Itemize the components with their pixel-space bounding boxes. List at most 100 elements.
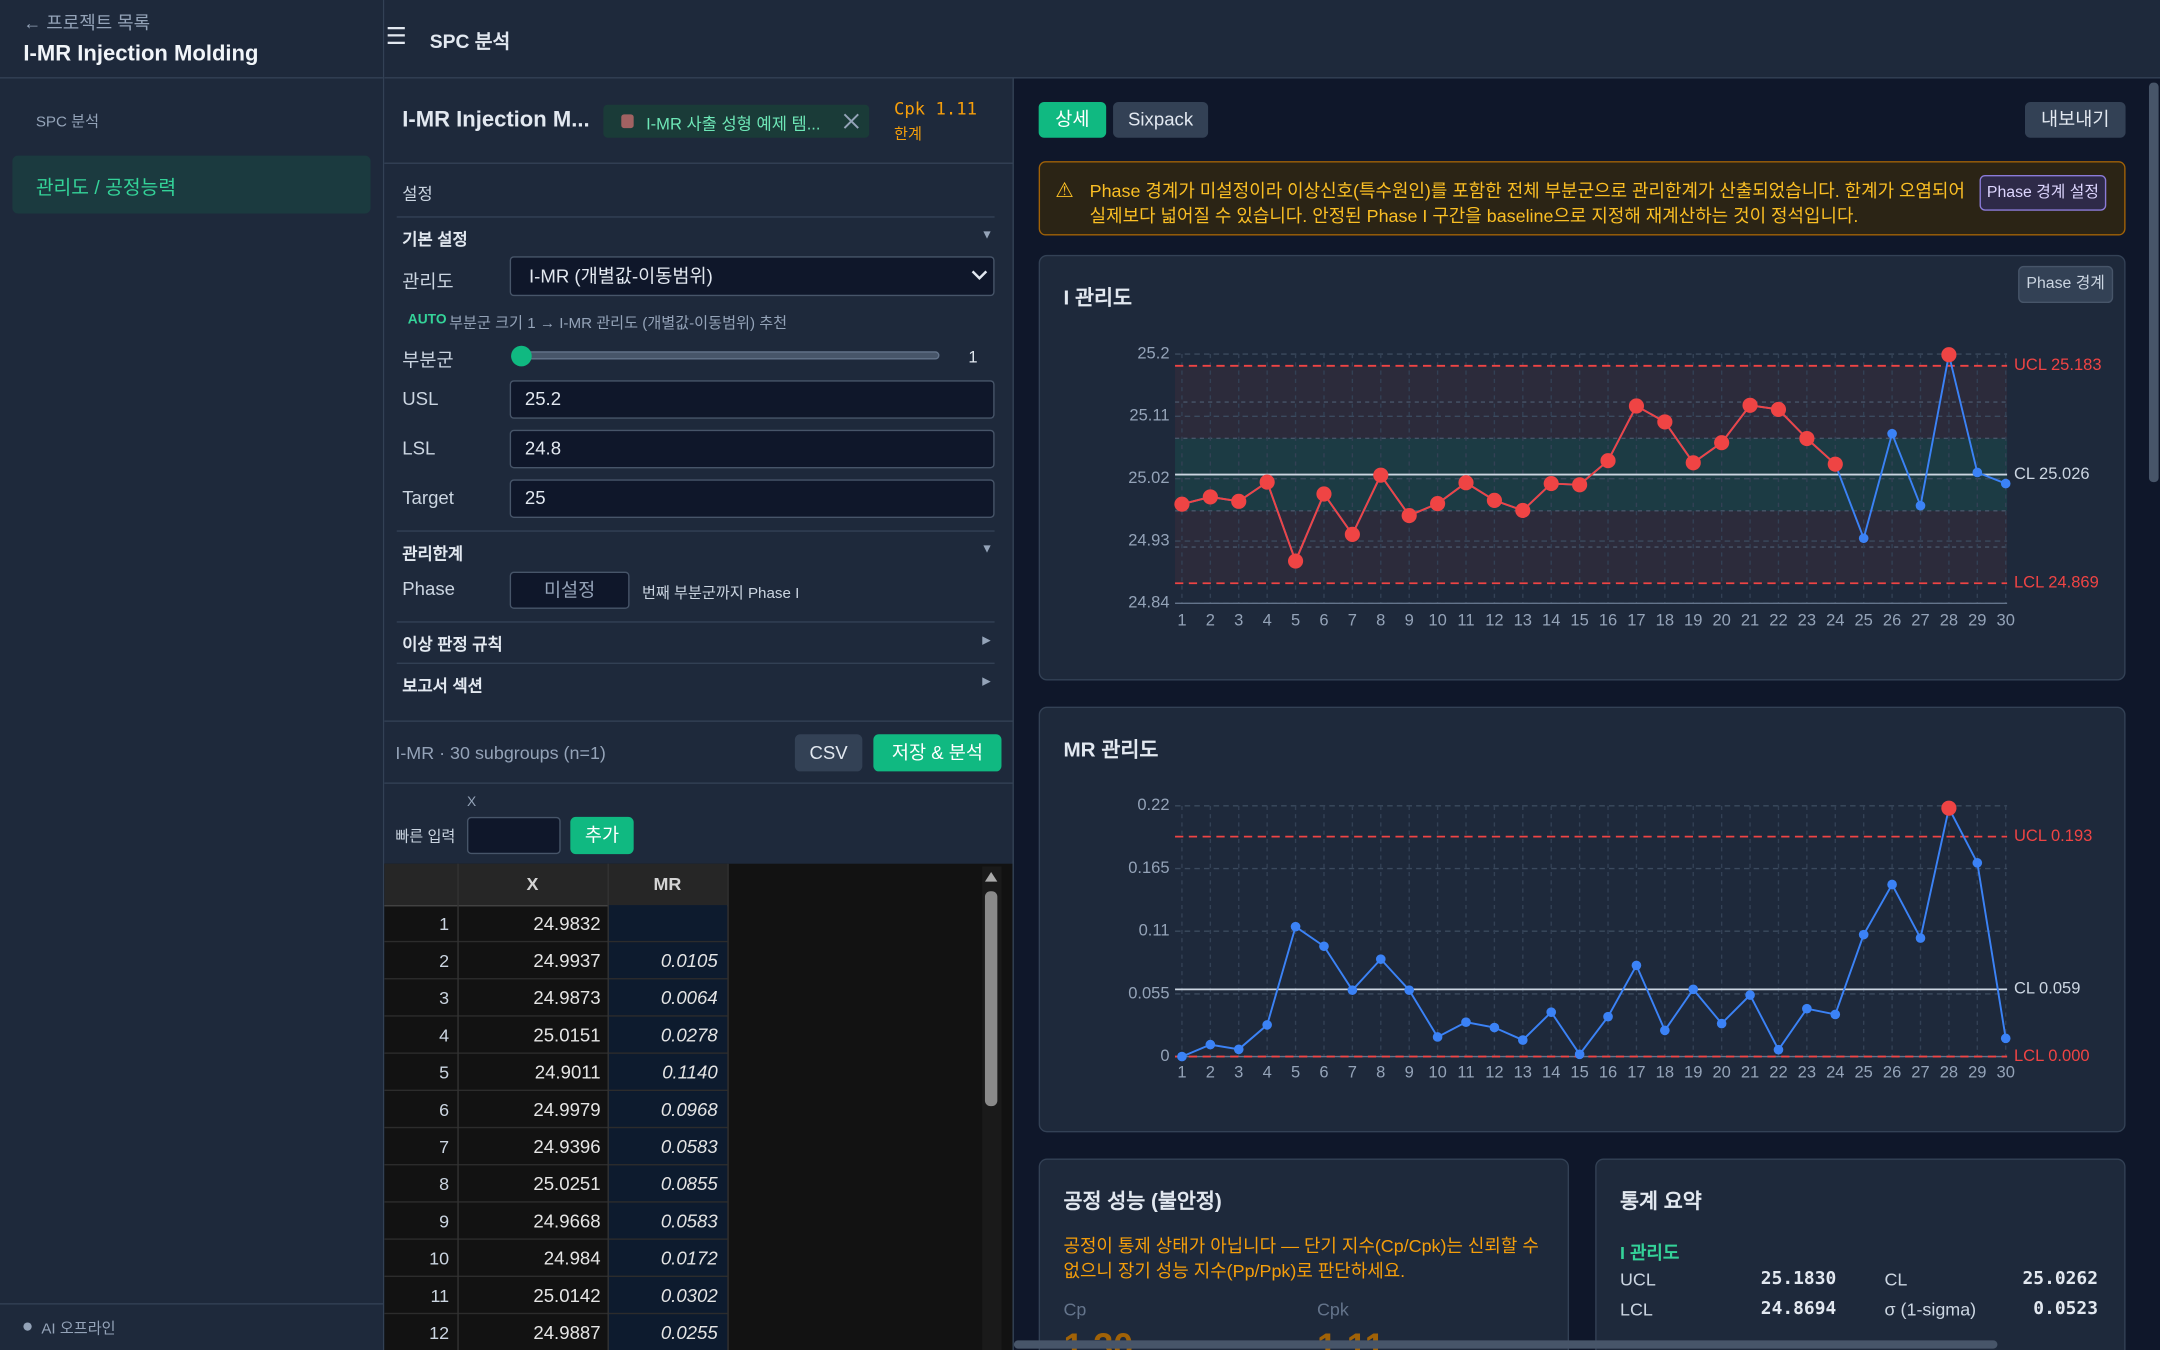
- x-cell: 24.9937: [533, 950, 601, 972]
- metric-label: Cp: [1063, 1299, 1087, 1320]
- x-cell: 25.0251: [533, 1173, 601, 1195]
- row-index: 7: [439, 1136, 450, 1158]
- col-line: [727, 863, 729, 1350]
- field-label: USL: [402, 388, 439, 410]
- nav-item[interactable]: 관리도 / 공정능력: [35, 176, 177, 199]
- back-link[interactable]: ← 프로젝트 목록: [23, 12, 151, 34]
- page-title: SPC 분석: [429, 30, 511, 53]
- mr-cell: 0.0302: [660, 1285, 718, 1306]
- chart-title: MR 관리도: [1063, 738, 1159, 762]
- x-cell: 24.9668: [533, 1210, 601, 1232]
- usl-input[interactable]: 25.2: [509, 380, 995, 419]
- caret: ▶: [982, 633, 991, 647]
- card-title: 통계 요약: [1619, 1190, 1702, 1214]
- quick-input[interactable]: [466, 816, 561, 855]
- stat-value: 24.8694: [1760, 1299, 1837, 1320]
- phase-boundary-button[interactable]: Phase 경계: [2018, 265, 2114, 304]
- x-cell: 24.9873: [533, 987, 601, 1009]
- row-index: 6: [439, 1099, 450, 1120]
- row-index: 8: [439, 1173, 450, 1195]
- stat-label: σ (1-sigma): [1884, 1299, 1977, 1320]
- divider: [396, 621, 995, 623]
- row-index: 2: [439, 950, 450, 972]
- x-cell: 24.9979: [533, 1099, 601, 1120]
- section-heading[interactable]: 관리한계: [402, 544, 464, 564]
- row-line: [384, 1052, 728, 1054]
- mr-cell: 0.0064: [660, 987, 718, 1009]
- row-line: [384, 1275, 728, 1277]
- row-index: 10: [429, 1248, 450, 1269]
- csv-button[interactable]: CSV: [794, 734, 863, 772]
- phase-input[interactable]: 미설정: [509, 571, 630, 609]
- mr-cell: 0.0172: [660, 1248, 718, 1269]
- export-button[interactable]: 내보내기: [2024, 101, 2126, 138]
- field-label: Phase: [402, 578, 455, 600]
- chart-select[interactable]: I-MR (개별값-이동범위): [509, 256, 995, 297]
- col-line: [457, 863, 459, 1350]
- warning-text: Phase 경계가 미설정이라 이상신호(특수원인)를 포함한 전체 부분군으로…: [1089, 180, 1965, 202]
- caret: ▶: [982, 675, 991, 688]
- field-caption: X: [466, 794, 477, 810]
- scroll-thumb[interactable]: [2148, 82, 2159, 483]
- row-line: [384, 978, 728, 980]
- row-index: 3: [439, 987, 450, 1009]
- chart-title: I 관리도: [1063, 286, 1133, 310]
- scroll-thumb[interactable]: [984, 891, 998, 1107]
- x-cell: 24.9832: [533, 913, 601, 934]
- caret: ▼: [980, 541, 994, 556]
- stats-card: [1595, 1158, 2126, 1350]
- nav-active-bg: [12, 155, 371, 214]
- quick-label: 빠른 입력: [395, 829, 456, 846]
- panel-title: I-MR Injection M...: [402, 108, 590, 133]
- section-heading[interactable]: 이상 판정 규칙: [402, 635, 503, 655]
- stat-label: UCL: [1619, 1268, 1656, 1290]
- warning-icon: ⚠: [1055, 179, 1074, 203]
- performance-note: 없으니 장기 성능 지수(Pp/Ppk)로 판단하세요.: [1063, 1260, 1406, 1282]
- caret: ▼: [980, 227, 994, 242]
- divider: [0, 1303, 383, 1305]
- row-index: 9: [439, 1210, 450, 1232]
- chip-close[interactable]: [843, 113, 860, 130]
- target-input[interactable]: 25: [509, 479, 995, 518]
- row-line: [384, 1238, 728, 1240]
- slider-knob[interactable]: [511, 345, 532, 367]
- add-button[interactable]: 추가: [570, 816, 634, 855]
- save-button[interactable]: 저장 & 분석: [873, 734, 1002, 772]
- row-index: 1: [439, 913, 450, 934]
- stat-label: CL: [1884, 1268, 1908, 1290]
- lsl-input[interactable]: 24.8: [509, 429, 995, 469]
- scroll-thumb[interactable]: [1013, 1340, 1998, 1349]
- column-header: X: [526, 873, 539, 895]
- scroll-up[interactable]: [984, 869, 999, 883]
- divider: [384, 720, 1013, 722]
- divider: [396, 216, 995, 218]
- row-line: [384, 1015, 728, 1017]
- menu-button[interactable]: ☰: [385, 23, 407, 50]
- mr-cell: 0.0105: [660, 950, 718, 972]
- section-heading[interactable]: 기본 설정: [402, 230, 468, 250]
- mr-cell: 0.0855: [660, 1173, 718, 1195]
- col-line: [607, 863, 609, 1350]
- slider-track: [520, 351, 940, 360]
- row-line: [384, 1089, 728, 1092]
- metric-label: Cpk: [1316, 1299, 1349, 1320]
- column-header: MR: [653, 873, 682, 895]
- phase-button[interactable]: Phase 경계 설정: [1979, 174, 2107, 211]
- divider: [396, 530, 995, 532]
- stat-value: 0.0523: [2033, 1299, 2099, 1320]
- template-chip[interactable]: [603, 104, 870, 138]
- row-line: [384, 1201, 728, 1203]
- card-title: 공정 성능 (불안정): [1063, 1190, 1222, 1214]
- section-heading[interactable]: 보고서 섹션: [402, 676, 483, 696]
- row-index: 12: [429, 1322, 450, 1344]
- stat-value: 25.0262: [2022, 1268, 2099, 1290]
- mr-cell: 0.0968: [660, 1099, 718, 1120]
- row-index: 11: [430, 1285, 450, 1306]
- template-icon: [621, 114, 634, 129]
- table-header: [384, 863, 728, 907]
- project-name: I-MR Injection Molding: [23, 42, 259, 67]
- mr-chart-card: [1038, 706, 2126, 1133]
- divider: [384, 782, 1013, 784]
- tab-active[interactable]: 상세: [1038, 101, 1107, 138]
- tab[interactable]: Sixpack: [1113, 101, 1209, 138]
